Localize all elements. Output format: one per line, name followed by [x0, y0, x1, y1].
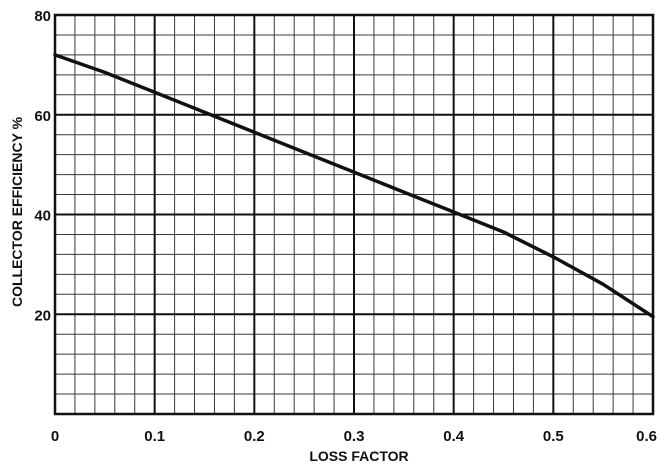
x-tick-label: 0.3	[344, 428, 365, 445]
x-axis-title: LOSS FACTOR	[309, 448, 408, 464]
y-tick-label: 60	[34, 108, 51, 125]
x-tick-label: 0.4	[443, 428, 465, 445]
x-tick-label: 0.2	[244, 428, 265, 445]
series-group	[53, 53, 655, 319]
series-line-0	[53, 53, 655, 319]
plot-frame	[53, 13, 655, 416]
x-tick-labels: 0 0.1 0.2 0.3 0.4 0.5 0.6	[51, 428, 657, 445]
y-tick-label: 20	[34, 307, 51, 324]
y-tick-labels: 20 40 60 80	[34, 8, 51, 324]
y-tick-label: 80	[34, 8, 51, 25]
y-axis-title: COLLECTOR EFFICIENCY %	[9, 116, 25, 307]
x-tick-label: 0.5	[543, 428, 564, 445]
x-tick-label: 0	[51, 428, 59, 445]
x-tick-label: 0.6	[636, 428, 657, 445]
x-tick-label: 0.1	[144, 428, 165, 445]
y-tick-label: 40	[34, 208, 51, 225]
